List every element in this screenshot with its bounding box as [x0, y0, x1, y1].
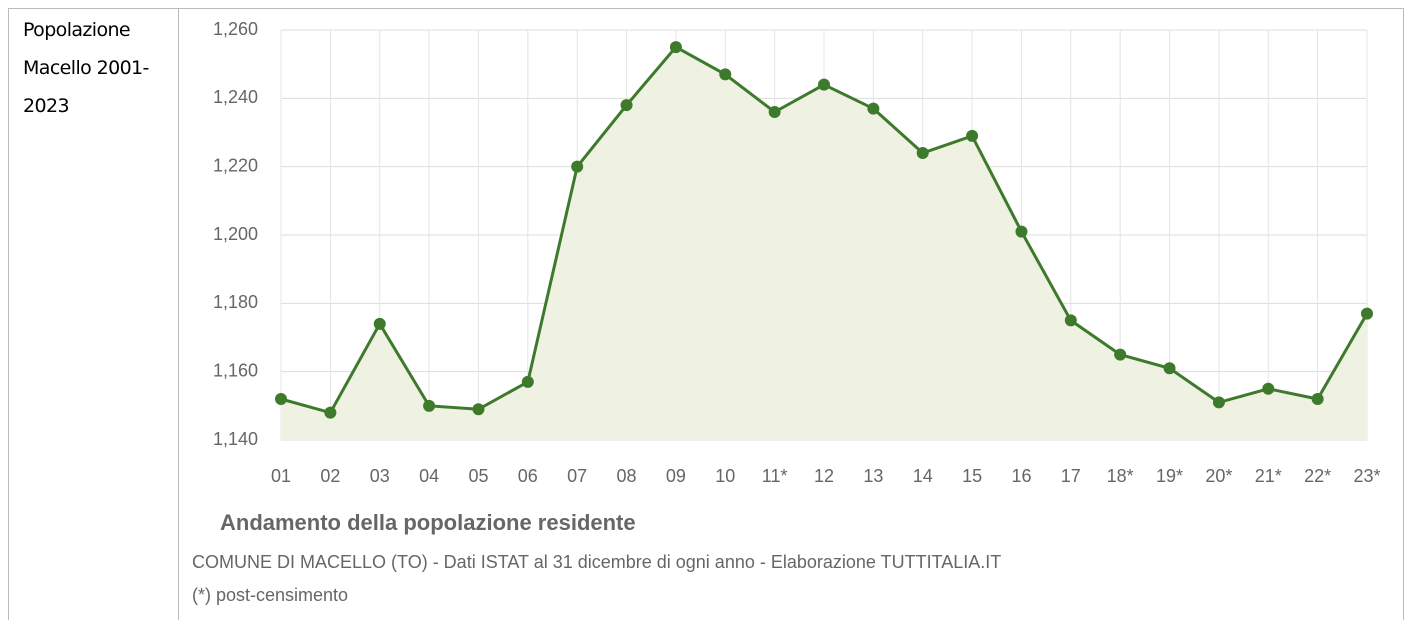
table: Popolazione Macello 2001-2023 — [8, 8, 1404, 620]
point — [818, 78, 830, 91]
chart-title: Andamento della popolazione residente — [220, 510, 636, 535]
x-tick-label: 12 — [814, 466, 834, 486]
point — [472, 403, 485, 416]
point — [966, 129, 979, 142]
x-tick-label: 10 — [715, 466, 735, 486]
point — [620, 99, 633, 112]
point — [1163, 362, 1176, 375]
y-tick-label: 1,200 — [213, 224, 258, 244]
y-tick-label: 1,220 — [213, 155, 258, 175]
point — [1015, 225, 1028, 238]
x-tick-label: 02 — [320, 466, 340, 486]
x-tick-label: 22* — [1304, 466, 1331, 486]
point — [719, 68, 732, 81]
row-header-cell: Popolazione Macello 2001-2023 — [9, 9, 179, 620]
y-tick-label: 1,160 — [213, 360, 258, 380]
x-tick-label: 04 — [419, 466, 439, 486]
point — [867, 102, 880, 115]
point — [373, 317, 386, 330]
x-tick-label: 01 — [271, 466, 291, 486]
point — [423, 399, 436, 412]
chart-note: (*) post-censimento — [192, 585, 348, 605]
point — [521, 375, 534, 388]
point — [275, 393, 287, 405]
y-tick-label: 1,260 — [213, 19, 258, 39]
x-tick-label: 18* — [1107, 466, 1134, 486]
x-tick-label: 15 — [962, 466, 982, 486]
x-tick-label: 07 — [567, 466, 587, 486]
point — [1064, 314, 1077, 327]
x-tick-label: 20* — [1205, 466, 1232, 486]
y-tick-label: 1,140 — [213, 429, 258, 449]
x-tick-label: 17 — [1061, 466, 1081, 486]
area — [281, 47, 1367, 440]
point — [1262, 382, 1275, 395]
x-tick-label: 19* — [1156, 466, 1183, 486]
x-tick-label: 03 — [370, 466, 390, 486]
x-tick-label: 14 — [913, 466, 933, 486]
point — [916, 147, 929, 159]
point — [324, 406, 337, 419]
x-tick-label: 05 — [468, 466, 488, 486]
point — [1311, 393, 1324, 405]
chart-subtitle: COMUNE DI MACELLO (TO) - Dati ISTAT al 3… — [192, 552, 1001, 572]
point — [669, 41, 682, 54]
row-label: Popolazione Macello 2001-2023 — [23, 19, 149, 117]
point — [1212, 396, 1225, 409]
x-tick-label: 23* — [1353, 466, 1380, 486]
x-tick-label: 21* — [1255, 466, 1282, 486]
point — [571, 160, 584, 173]
x-tick-label: 09 — [666, 466, 686, 486]
x-tick-label: 06 — [518, 466, 538, 486]
x-tick-label: 13 — [863, 466, 883, 486]
y-tick-label: 1,180 — [213, 292, 258, 312]
point — [1114, 348, 1127, 361]
x-tick-label: 16 — [1011, 466, 1031, 486]
point — [1361, 307, 1373, 320]
x-tick-label: 08 — [617, 466, 637, 486]
x-tick-label: 11* — [762, 466, 788, 486]
y-tick-label: 1,240 — [213, 87, 258, 107]
point — [768, 106, 781, 118]
